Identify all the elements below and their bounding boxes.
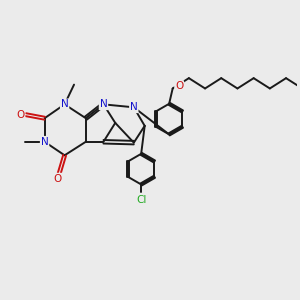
Text: O: O [175, 81, 183, 91]
Text: O: O [53, 174, 61, 184]
Text: N: N [41, 137, 49, 147]
Text: O: O [16, 110, 25, 120]
Text: N: N [130, 102, 138, 112]
Text: Cl: Cl [136, 195, 146, 205]
Text: N: N [100, 99, 107, 110]
Text: N: N [61, 99, 68, 110]
